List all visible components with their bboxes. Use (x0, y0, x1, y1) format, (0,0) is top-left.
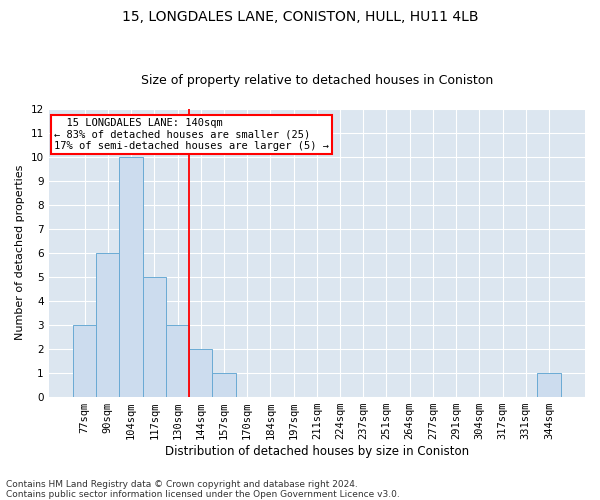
Bar (119, 157, 143, 396)
Text: Contains HM Land Registry data © Crown copyright and database right 2024.: Contains HM Land Registry data © Crown c… (6, 480, 358, 489)
Title: Size of property relative to detached houses in Coniston: Size of property relative to detached ho… (141, 74, 493, 87)
Bar (189, 348, 212, 397)
Bar (212, 372, 236, 396)
Bar (538, 372, 560, 396)
Bar (143, 277, 166, 396)
Bar (166, 324, 189, 396)
Bar (96, 253, 119, 396)
Text: Contains public sector information licensed under the Open Government Licence v3: Contains public sector information licen… (6, 490, 400, 499)
Text: 15 LONGDALES LANE: 140sqm  
← 83% of detached houses are smaller (25)
17% of sem: 15 LONGDALES LANE: 140sqm ← 83% of detac… (54, 118, 329, 151)
Y-axis label: Number of detached properties: Number of detached properties (15, 165, 25, 340)
Bar (73, 324, 96, 396)
X-axis label: Distribution of detached houses by size in Coniston: Distribution of detached houses by size … (165, 444, 469, 458)
Text: 15, LONGDALES LANE, CONISTON, HULL, HU11 4LB: 15, LONGDALES LANE, CONISTON, HULL, HU11… (122, 10, 478, 24)
